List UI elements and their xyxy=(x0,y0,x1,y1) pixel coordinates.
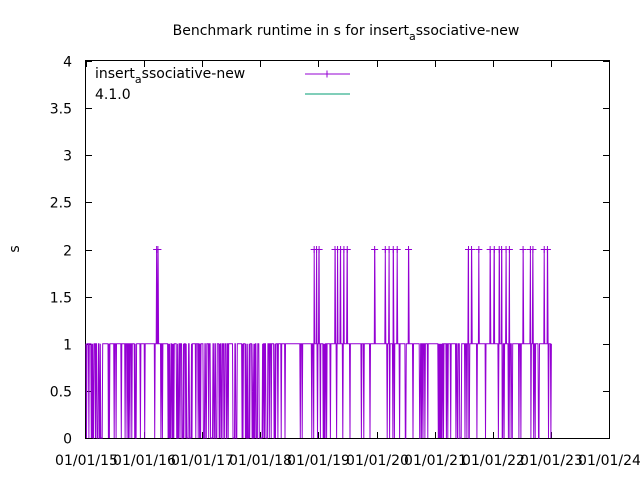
x-tick-label: 01/01/21 xyxy=(404,453,467,469)
legend-label-sub: a xyxy=(135,73,142,86)
series-point-marker xyxy=(343,246,351,253)
series-point-marker xyxy=(505,246,513,253)
legend-label-base: insert xyxy=(95,66,135,82)
series-point-marker xyxy=(154,246,162,253)
series-insert-associative-new xyxy=(85,246,552,439)
series-point-marker xyxy=(405,246,413,253)
series-point-marker xyxy=(393,246,401,253)
series-line xyxy=(85,249,552,439)
series-point-marker xyxy=(475,246,483,253)
plot-frame xyxy=(85,60,610,439)
y-axis-label: s xyxy=(7,245,23,252)
y-tick-label: 4 xyxy=(63,55,72,71)
chart-title-sub: a xyxy=(409,30,416,43)
x-tick-label: 01/01/20 xyxy=(346,453,409,469)
y-ticks: 0 0.5 1 1.5 2 2.5 3 3.5 4 xyxy=(50,55,609,448)
legend-label-rest: ssociative-new xyxy=(142,66,246,82)
y-tick-label: 1.5 xyxy=(50,291,72,307)
series-point-marker xyxy=(371,246,379,253)
legend-label-series-1: insertassociative-new xyxy=(95,66,245,86)
y-tick-label: 2 xyxy=(63,244,72,260)
x-tick-label: 01/01/18 xyxy=(229,453,292,469)
x-tick-label: 01/01/24 xyxy=(578,453,640,469)
x-ticks: 01/01/1501/01/1601/01/1701/01/1801/01/19… xyxy=(55,61,640,469)
y-tick-label: 2.5 xyxy=(50,196,72,212)
y-tick-label: 0 xyxy=(63,432,72,448)
series-point-marker xyxy=(315,246,323,253)
chart-title-rest: ssociative-new xyxy=(416,23,520,39)
y-tick-label: 3.5 xyxy=(50,102,72,118)
x-tick-label: 01/01/23 xyxy=(520,453,583,469)
chart-title: Benchmark runtime in s for insertassocia… xyxy=(173,23,520,43)
legend: insertassociative-new 4.1.0 xyxy=(95,66,350,103)
x-tick-label: 01/01/22 xyxy=(462,453,525,469)
legend-label-series-2: 4.1.0 xyxy=(95,87,131,103)
chart-title-base: Benchmark runtime in s for insert xyxy=(173,23,410,39)
x-tick-label: 01/01/15 xyxy=(55,453,118,469)
x-tick-label: 01/01/17 xyxy=(171,453,234,469)
series-point-marker xyxy=(519,246,527,253)
x-tick-label: 01/01/19 xyxy=(287,453,350,469)
series-point-marker xyxy=(468,246,476,253)
legend-marker-series-1 xyxy=(323,70,331,78)
x-tick-label: 01/01/16 xyxy=(113,453,176,469)
series-point-marker xyxy=(529,246,537,253)
y-tick-label: 3 xyxy=(63,149,72,165)
y-tick-label: 0.5 xyxy=(50,385,72,401)
y-tick-label: 1 xyxy=(63,338,72,354)
series-point-marker xyxy=(543,246,551,253)
